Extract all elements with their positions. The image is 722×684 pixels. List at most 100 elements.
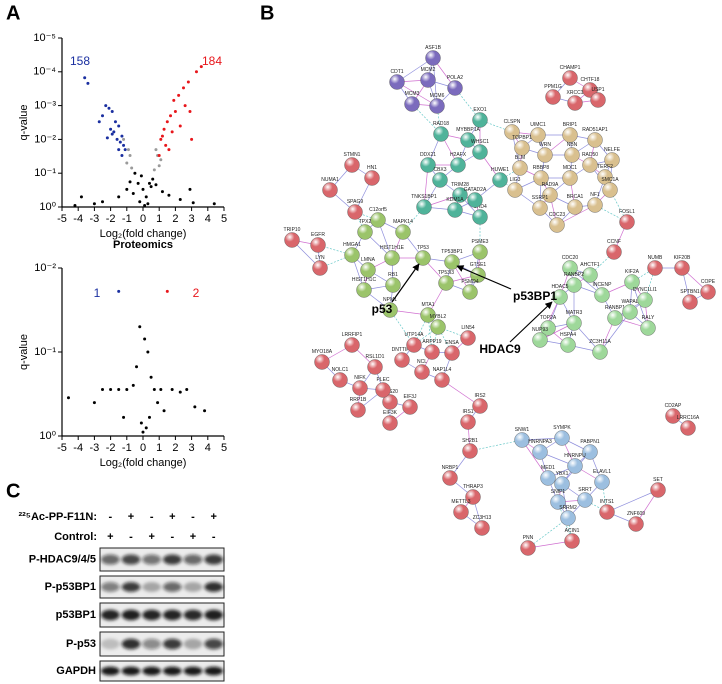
row-label: p53BP1	[56, 609, 96, 621]
band	[204, 609, 223, 621]
node-label: TOPBP1	[512, 135, 532, 141]
node-label: RAD9A	[542, 182, 559, 188]
node	[444, 345, 460, 361]
node	[560, 510, 576, 526]
node	[447, 80, 463, 96]
band	[204, 638, 223, 650]
node-label: POLA2	[447, 75, 463, 81]
node-label: SPTBN1	[680, 289, 700, 295]
band	[121, 638, 141, 650]
point	[154, 148, 158, 152]
point	[104, 104, 108, 108]
edge	[527, 517, 569, 549]
point	[149, 375, 153, 379]
point	[118, 140, 122, 144]
point	[117, 388, 121, 392]
count-label: 158	[70, 54, 90, 68]
node-label: RANBP2	[564, 272, 584, 278]
node	[637, 292, 653, 308]
node-label: CLSPN	[504, 119, 521, 125]
treatment-sign: +	[210, 511, 216, 523]
point	[186, 80, 190, 84]
node-label: UTP14A	[405, 332, 425, 338]
node-label: SRRT	[578, 487, 592, 493]
point	[101, 114, 104, 118]
point	[144, 195, 148, 199]
point	[120, 154, 124, 158]
node	[414, 364, 430, 380]
band	[204, 582, 223, 592]
node-label: BRCA1	[567, 194, 584, 200]
node	[540, 320, 556, 336]
x-tick-label: 4	[205, 213, 211, 225]
node-label: TOP2A	[540, 315, 557, 321]
node-label: WRN	[539, 142, 551, 148]
node	[430, 319, 446, 335]
node-label: NUP93	[532, 327, 548, 333]
node-label: UIMC1	[530, 122, 546, 128]
node	[314, 354, 330, 370]
node	[450, 157, 466, 173]
x-tick-label: -3	[90, 442, 100, 454]
node-label: NF1	[590, 192, 600, 198]
x-tick-label: -4	[73, 213, 83, 225]
x-tick-label: -5	[57, 442, 67, 454]
x-tick-label: -2	[106, 213, 116, 225]
node-label: CCNF	[607, 239, 621, 245]
node-label: CD2AP	[665, 403, 682, 409]
point	[190, 137, 194, 141]
node-label: KIF2A	[625, 269, 640, 275]
point	[159, 388, 163, 392]
blot-strip	[99, 660, 225, 682]
node	[640, 320, 656, 336]
treatment-sign: -	[191, 511, 195, 523]
node	[564, 533, 580, 549]
node	[567, 199, 583, 215]
point	[139, 421, 143, 425]
node-label: NPM1	[383, 297, 397, 303]
band	[163, 638, 182, 650]
point	[169, 114, 173, 118]
node	[389, 74, 405, 90]
node-label: YBX1	[556, 471, 569, 477]
node	[472, 209, 488, 225]
node-label: HIST1H1C	[352, 277, 377, 283]
node	[582, 267, 598, 283]
node-label: TRIM28	[451, 182, 469, 188]
point	[131, 192, 135, 196]
point	[79, 195, 83, 199]
annotation: p53	[372, 302, 393, 316]
point	[185, 388, 189, 392]
point	[156, 401, 160, 405]
node	[532, 444, 548, 460]
node-label: MYBL2	[430, 314, 447, 320]
node	[382, 302, 398, 318]
count-label: 184	[202, 54, 222, 68]
node-label: TERF2	[597, 164, 613, 170]
node	[460, 132, 476, 148]
node-label: LRRFIP1	[342, 332, 363, 338]
point	[146, 202, 150, 206]
point	[182, 86, 185, 90]
point	[160, 134, 164, 138]
node-label: SPAG9	[347, 199, 364, 205]
x-tick-label: 2	[172, 442, 178, 454]
annotation-arrow	[509, 301, 553, 343]
row-label: GAPDH	[56, 665, 96, 677]
node-label: RBBP8	[533, 165, 550, 171]
point	[199, 65, 203, 69]
node	[532, 332, 548, 348]
blot-strip	[99, 602, 225, 628]
y-axis-title: q-value	[18, 334, 30, 370]
node	[537, 147, 553, 163]
node	[594, 474, 610, 490]
x-tick-label: 1	[156, 442, 162, 454]
point	[120, 134, 124, 138]
node	[567, 458, 583, 474]
node	[420, 157, 436, 173]
band	[121, 609, 141, 621]
node-label: RAD18	[433, 121, 449, 127]
node-label: HDAC5	[552, 284, 569, 290]
node	[566, 277, 582, 293]
node-label: MATR3	[566, 310, 583, 316]
